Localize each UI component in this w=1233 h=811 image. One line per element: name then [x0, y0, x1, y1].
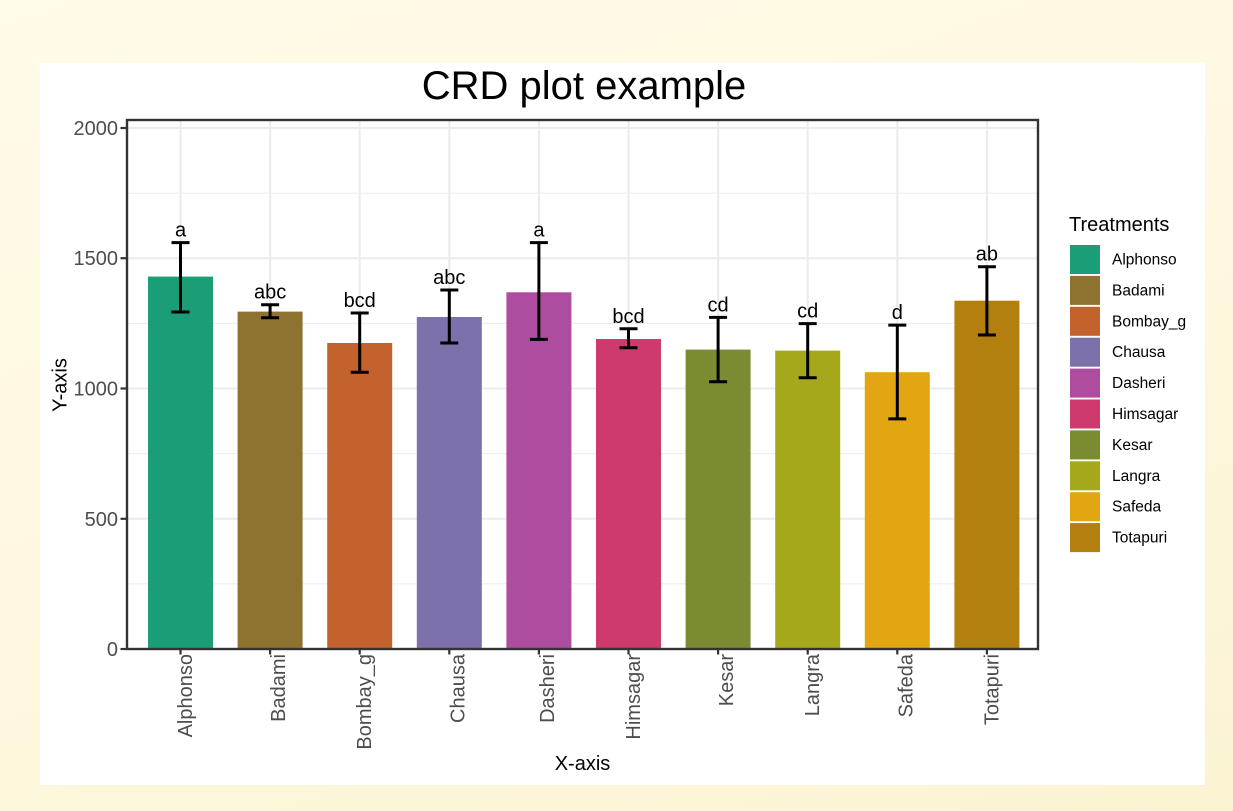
- svg-text:Alphonso: Alphonso: [175, 654, 197, 737]
- svg-text:CRD plot example: CRD plot example: [422, 64, 747, 108]
- svg-text:abc: abc: [433, 267, 465, 289]
- svg-text:Alphonso: Alphonso: [1112, 252, 1177, 269]
- svg-text:Bombay_g: Bombay_g: [354, 654, 376, 750]
- svg-text:X-axis: X-axis: [555, 753, 611, 775]
- svg-text:Treatments: Treatments: [1069, 214, 1169, 236]
- svg-text:abc: abc: [254, 282, 286, 304]
- svg-text:cd: cd: [708, 294, 729, 316]
- svg-text:500: 500: [85, 509, 118, 531]
- svg-text:Safeda: Safeda: [895, 653, 917, 717]
- svg-text:Langra: Langra: [1112, 468, 1161, 485]
- svg-text:Bombay_g: Bombay_g: [1112, 313, 1186, 330]
- svg-text:Himsagar: Himsagar: [623, 654, 645, 740]
- svg-text:Dasheri: Dasheri: [1112, 375, 1165, 392]
- svg-text:bcd: bcd: [344, 290, 376, 312]
- svg-text:1500: 1500: [74, 248, 119, 270]
- svg-text:ab: ab: [976, 244, 998, 266]
- svg-text:a: a: [533, 220, 545, 242]
- svg-text:Badami: Badami: [1112, 282, 1165, 299]
- svg-text:d: d: [892, 302, 903, 324]
- svg-text:Badami: Badami: [268, 654, 290, 722]
- svg-text:Totapuri: Totapuri: [981, 654, 1003, 725]
- svg-text:Langra: Langra: [802, 653, 824, 716]
- svg-text:a: a: [175, 220, 187, 242]
- svg-text:1000: 1000: [74, 379, 119, 401]
- svg-text:Dasheri: Dasheri: [537, 654, 559, 723]
- svg-text:bcd: bcd: [612, 306, 644, 328]
- svg-text:Chausa: Chausa: [447, 653, 469, 723]
- svg-text:Safeda: Safeda: [1112, 499, 1162, 516]
- svg-text:Chausa: Chausa: [1112, 344, 1166, 361]
- svg-text:Himsagar: Himsagar: [1112, 406, 1178, 423]
- svg-text:0: 0: [107, 639, 118, 661]
- svg-text:Y-axis: Y-axis: [50, 358, 72, 412]
- svg-text:2000: 2000: [74, 118, 119, 140]
- svg-text:cd: cd: [797, 301, 818, 323]
- svg-text:Kesar: Kesar: [716, 654, 738, 707]
- svg-text:Totapuri: Totapuri: [1112, 530, 1167, 547]
- svg-text:Kesar: Kesar: [1112, 437, 1153, 454]
